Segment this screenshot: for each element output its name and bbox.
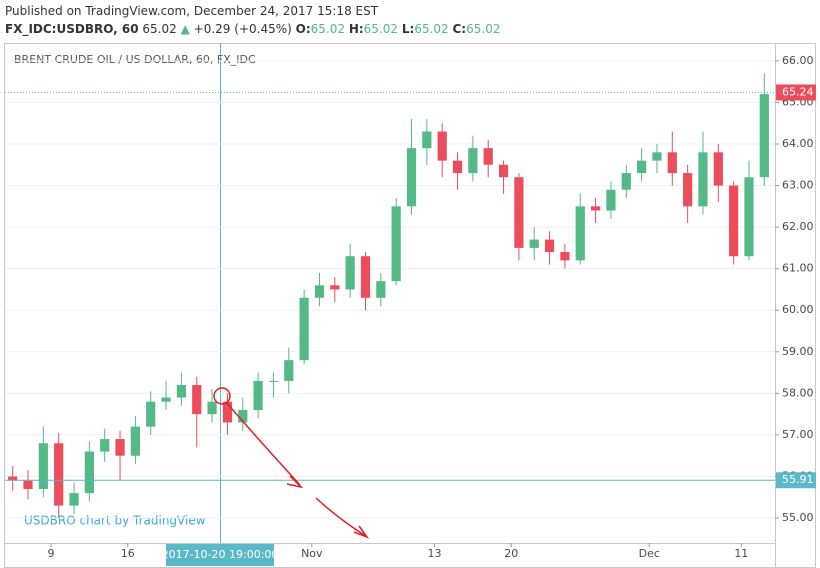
- l: 65.02: [414, 22, 449, 36]
- watermark: USDBRO chart by TradingView: [24, 514, 206, 528]
- annotation-arrow: [315, 497, 367, 537]
- crosshair-price-label: 55.91: [782, 473, 814, 486]
- candle-body: [253, 380, 263, 410]
- o: 65.02: [310, 22, 345, 36]
- arrow-head: [286, 475, 304, 489]
- candle-body: [360, 256, 371, 298]
- candle-body: [268, 380, 279, 382]
- crosshair-price-box: [776, 472, 816, 489]
- candle-body: [330, 285, 340, 290]
- candle-body: [544, 239, 555, 253]
- y-tick-label: 66.00: [782, 54, 814, 67]
- candle-body: [54, 443, 64, 506]
- annotation-circle: [213, 387, 231, 405]
- candle-body: [437, 131, 447, 161]
- candle-body: [376, 281, 386, 298]
- published: Published on TradingView.com, December 2…: [5, 4, 379, 18]
- change: +0.29 (+0.45%): [193, 22, 292, 36]
- y-tick-label: 64.00: [782, 137, 814, 150]
- candle-body: [606, 189, 616, 211]
- candle-body: [23, 480, 33, 489]
- candle-body: [729, 185, 739, 257]
- x-tick-label: 13: [428, 547, 442, 560]
- candle-body: [590, 206, 601, 211]
- candle-body: [38, 443, 48, 489]
- y-tick-label: 55.00: [782, 511, 814, 524]
- candle-body: [207, 401, 217, 415]
- candle-body: [621, 173, 631, 190]
- candle-body: [652, 152, 662, 161]
- candle-body: [238, 409, 248, 423]
- candle-body: [391, 206, 401, 282]
- c: 65.02: [466, 22, 501, 36]
- candle-body: [284, 360, 294, 381]
- x-tick-label: Nov: [301, 547, 323, 560]
- y-tick-label: 58.00: [782, 386, 814, 399]
- candle-body: [222, 401, 233, 423]
- candle-body: [69, 493, 79, 506]
- l-label: L:: [401, 22, 415, 36]
- candle-body: [161, 397, 171, 402]
- x-tick-label: 9: [48, 547, 55, 560]
- frame: [4, 43, 816, 568]
- h-label: H:: [348, 22, 364, 36]
- candle-body: [683, 173, 693, 207]
- candle-body: [560, 252, 570, 261]
- candle-body: [468, 148, 478, 174]
- candle-body: [575, 206, 585, 261]
- y-tick-label: 62.00: [782, 220, 814, 233]
- arrow: ▲: [180, 22, 190, 36]
- annotation-arrow: [225, 401, 301, 486]
- candle-body: [299, 297, 309, 361]
- arrow-head: [353, 525, 370, 539]
- candle-body: [422, 131, 432, 149]
- candle-body: [759, 94, 769, 178]
- chart-title: BRENT CRUDE OIL / US DOLLAR, 60, FX_IDC: [14, 53, 256, 66]
- x-tick-label: 16: [121, 547, 135, 560]
- candle-body: [744, 177, 754, 257]
- c-label: C:: [452, 22, 467, 36]
- candle-body: [713, 152, 723, 186]
- h: 65.02: [363, 22, 399, 36]
- candle-body: [100, 439, 110, 452]
- y-tick-label: 61.00: [782, 262, 814, 275]
- o-label: O:: [295, 22, 311, 36]
- candle-body: [176, 385, 187, 398]
- crosshair-time-box: [166, 544, 274, 566]
- x-tick-label: 11: [734, 547, 748, 560]
- last-price-label: 65.24: [782, 85, 814, 98]
- candle-body: [345, 256, 355, 290]
- header: Published on TradingView.com, December 2…: [5, 2, 500, 38]
- y-tick-label: 63.00: [782, 179, 814, 192]
- candle-body: [637, 160, 647, 174]
- x-tick-label: 20: [504, 547, 518, 560]
- candle-body: [146, 401, 156, 427]
- candle-body: [529, 239, 539, 248]
- candle-body: [498, 164, 509, 178]
- candle-body: [130, 426, 140, 456]
- candle-body: [483, 148, 493, 165]
- candle-body: [115, 439, 125, 456]
- y-tick-label: 57.00: [782, 428, 814, 441]
- candle-body: [314, 285, 325, 298]
- candle-body: [698, 152, 708, 207]
- last-price-box: [776, 84, 816, 101]
- y-tick-label: 59.00: [782, 345, 814, 358]
- candle-body: [84, 451, 94, 494]
- candle-body: [514, 177, 524, 248]
- candle-body: [192, 385, 202, 415]
- candle-body: [667, 152, 677, 174]
- crosshair-time: 2017-10-20 19:00:00: [162, 548, 279, 561]
- x-tick-label: Dec: [639, 547, 660, 560]
- symbol-line: FX_IDC:USDBRO, 60 65.02 ▲ +0.29 (+0.45%)…: [5, 20, 500, 38]
- last: 65.02: [142, 22, 177, 36]
- y-tick-label: 60.00: [782, 303, 814, 316]
- candle-body: [406, 148, 417, 207]
- candle-body: [452, 160, 463, 174]
- candle-body: [8, 476, 18, 481]
- symbol: FX_IDC:USDBRO, 60: [5, 22, 139, 36]
